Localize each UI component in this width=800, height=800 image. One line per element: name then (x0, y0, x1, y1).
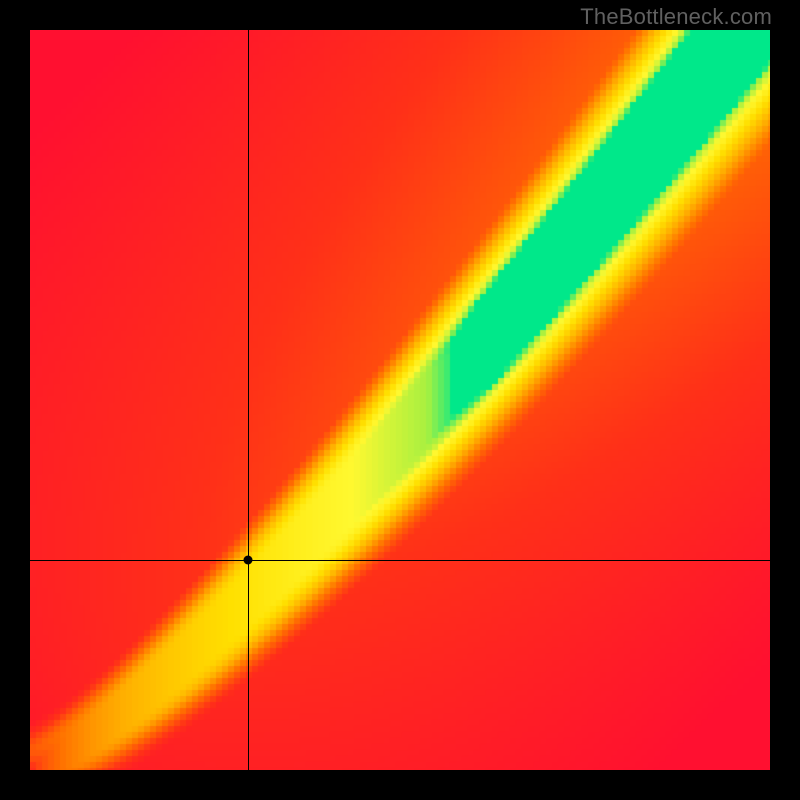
crosshair-vertical (248, 30, 249, 770)
crosshair-horizontal (30, 560, 770, 561)
heatmap-canvas (30, 30, 770, 770)
attribution-text: TheBottleneck.com (580, 4, 772, 30)
bottleneck-heatmap (30, 30, 770, 770)
crosshair-marker (243, 555, 252, 564)
